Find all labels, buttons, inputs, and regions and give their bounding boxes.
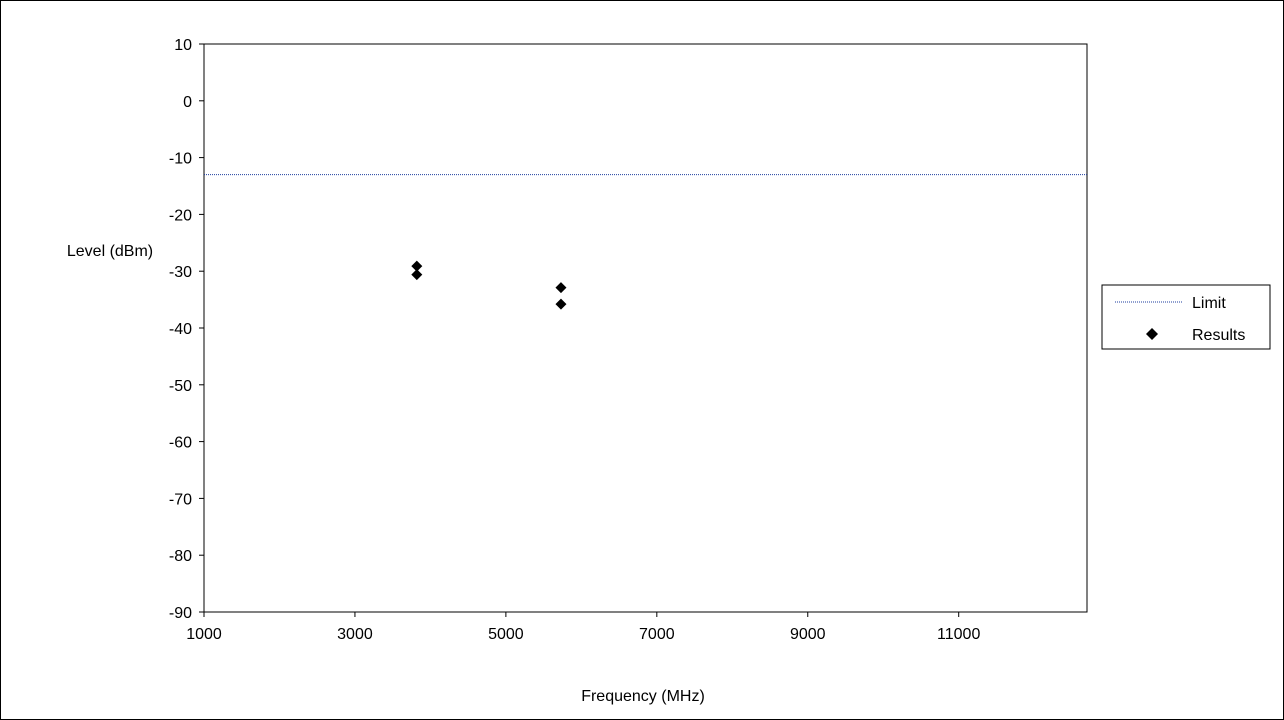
y-tick-label: -30: [169, 264, 192, 281]
y-tick-label: 0: [183, 94, 192, 111]
plot-area: [203, 43, 1088, 613]
x-tick-label: 1000: [186, 626, 222, 643]
y-tick-label: -20: [169, 207, 192, 224]
y-tick-label: -90: [169, 605, 192, 622]
result-point: [411, 260, 423, 272]
y-tick-label: -60: [169, 435, 192, 452]
result-point: [555, 282, 567, 294]
legend-results-swatch: [1146, 328, 1158, 340]
x-tick-label: 9000: [790, 626, 826, 643]
y-tick-label: -80: [169, 548, 192, 565]
result-point: [411, 269, 423, 281]
legend: Limit Results: [1101, 284, 1271, 350]
y-axis-title: Level (dBm): [67, 243, 153, 260]
y-tick-label: -70: [169, 491, 192, 508]
series-layer: [204, 174, 1087, 310]
y-tick-label: -10: [169, 151, 192, 168]
x-tick-label: 7000: [639, 626, 675, 643]
legend-limit-label: Limit: [1192, 295, 1226, 312]
result-point: [555, 298, 567, 310]
x-axis-title: Frequency (MHz): [581, 688, 705, 705]
y-tick-label: 10: [174, 37, 192, 54]
x-tick-label: 11000: [937, 626, 980, 643]
legend-box: [1101, 284, 1271, 350]
legend-results-label: Results: [1192, 327, 1245, 344]
x-tick-label: 3000: [337, 626, 373, 643]
x-tick-label: 5000: [488, 626, 524, 643]
y-axis: 10 0 -10 -20 -30 -40 -50 -60 -70 -80 -90: [169, 37, 204, 622]
y-tick-label: -40: [169, 321, 192, 338]
x-axis: 1000 3000 5000 7000 9000 11000: [186, 612, 980, 643]
y-tick-label: -50: [169, 378, 192, 395]
